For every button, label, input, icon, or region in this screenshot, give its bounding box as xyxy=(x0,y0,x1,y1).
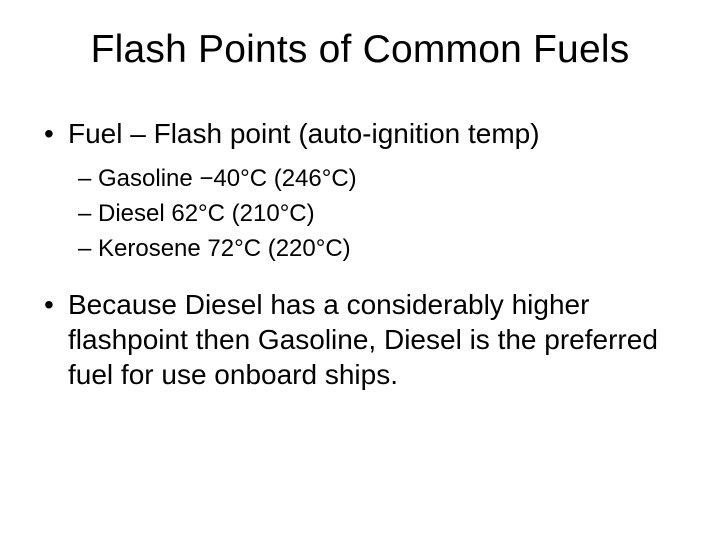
spacer xyxy=(44,269,676,287)
sub-bullet-diesel: Diesel 62°C (210°C) xyxy=(44,198,676,229)
slide: Flash Points of Common Fuels Fuel – Flas… xyxy=(0,0,720,540)
sub-bullet-gasoline: Gasoline −40°C (246°C) xyxy=(44,163,676,194)
sub-bullet-text: Diesel 62°C (210°C) xyxy=(98,200,315,227)
bullet-heading: Fuel – Flash point (auto-ignition temp) xyxy=(44,116,676,151)
bullet-heading-text: Fuel – Flash point (auto-ignition temp) xyxy=(68,118,540,149)
sub-bullet-text: Kerosene 72°C (220°C) xyxy=(98,235,351,262)
slide-title: Flash Points of Common Fuels xyxy=(44,28,676,72)
bullet-paragraph-text: Because Diesel has a considerably higher… xyxy=(68,289,658,390)
sub-bullet-text: Gasoline −40°C (246°C) xyxy=(98,165,357,192)
sub-bullet-kerosene: Kerosene 72°C (220°C) xyxy=(44,233,676,264)
bullet-paragraph: Because Diesel has a considerably higher… xyxy=(44,287,676,392)
